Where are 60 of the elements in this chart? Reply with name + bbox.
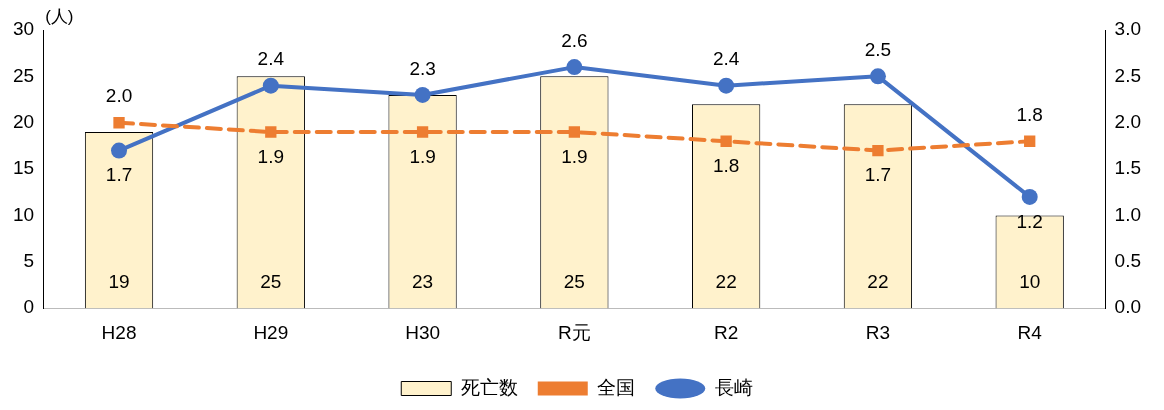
y2-tick-label: 0.0 [1114,296,1142,318]
point [568,126,581,138]
legend-label: 死亡数 [460,376,518,398]
y2-tick-label: 0.5 [1114,250,1142,272]
y-tick-label: 20 [12,110,35,132]
data-label: 1.7 [105,164,133,186]
data-label: 1.9 [409,145,436,167]
y-tick-label: 30 [12,18,35,40]
y-tick-label: 5 [23,250,35,272]
point [1021,188,1038,205]
y-tick-label: 10 [12,203,35,225]
point [414,86,431,103]
point [566,59,583,76]
x-tick-label: R4 [1017,321,1043,343]
point [262,77,279,94]
data-label: 22 [715,270,737,292]
data-label: 25 [563,270,585,292]
point [1024,135,1036,147]
y-tick-label: 25 [12,64,35,86]
x-tick-label: H29 [253,321,289,343]
data-label: 19 [108,270,130,292]
data-label: 1.7 [864,164,892,186]
point [720,135,732,147]
y2-tick-label: 2.0 [1114,110,1142,132]
y2-tick-label: 1.5 [1114,157,1142,179]
data-label: 2.6 [561,29,588,51]
data-label: 1.8 [712,155,740,177]
point [111,142,128,159]
data-label: 2.3 [409,57,436,79]
x-tick-label: R2 [713,321,739,343]
point [416,126,429,138]
data-label: 1.2 [1016,210,1043,232]
data-label: 2.0 [105,85,133,107]
x-tick-label: H28 [101,321,137,343]
y2-tick-label: 2.5 [1114,64,1142,86]
data-label: 1.9 [257,145,285,167]
data-label: 1.8 [1016,104,1043,126]
data-label: 23 [412,270,434,292]
data-label: 25 [260,270,282,292]
legend-label: 全国 [597,376,636,398]
data-label: 10 [1019,270,1041,292]
legend-label: 長崎 [714,376,753,398]
point [869,68,886,85]
data-label: 2.4 [712,48,740,70]
x-tick-label: R元 [557,321,591,343]
data-label: 22 [867,270,889,292]
data-label: 2.4 [257,48,285,70]
x-tick-label: R3 [865,321,891,343]
y-tick-label: 15 [12,157,35,179]
x-tick-label: H30 [405,321,441,343]
point [718,77,735,94]
y2-tick-label: 1.0 [1114,203,1142,225]
y2-tick-label: 3.0 [1114,18,1142,40]
point [265,126,277,138]
point [872,144,884,157]
y-axis-title: (人) [45,7,74,27]
data-label: 1.9 [561,145,588,167]
data-label: 2.5 [864,39,892,61]
y-tick-label: 0 [23,296,35,318]
point [113,117,125,129]
